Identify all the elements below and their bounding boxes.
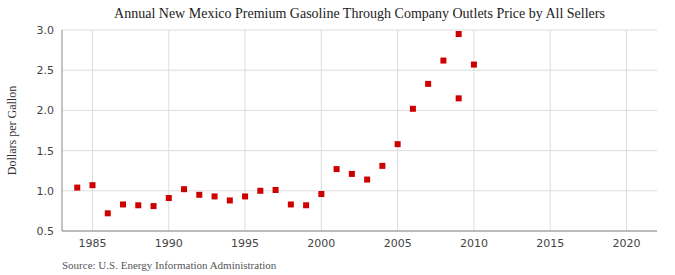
grid-line [62,110,657,111]
x-axis-line [62,231,657,232]
title: Annual New Mexico Premium Gasoline Throu… [114,6,605,21]
point [166,195,172,201]
point [334,166,340,172]
y-tick-label: 0.5 [37,225,55,238]
point [212,193,218,199]
grid [62,30,657,231]
axes: 0.5 1.0 1.5 2.0 2.5 3.0 1985 1990 1995 2000 2005 20… [37,24,658,250]
point [456,31,462,37]
point [425,81,431,87]
point [410,106,416,112]
y-tick-label: 2.5 [37,64,55,77]
source: Source: U.S. Energy Information Administ… [62,259,277,271]
point [440,58,446,64]
point [151,203,157,209]
grid-line [321,30,322,231]
point [318,191,324,197]
point [273,187,279,193]
point [349,171,355,177]
grid-line [550,30,551,231]
x-tick-label: 1985 [79,237,107,250]
y-tick-label: 1.0 [37,185,55,198]
grid-line [92,30,93,231]
x-tick-label: 1995 [231,237,259,250]
x-tick-label: 2010 [460,237,488,250]
grid-line [397,30,398,231]
grid-line [62,231,657,232]
point [303,202,309,208]
chart: Annual New Mexico Premium Gasoline Throu… [0,0,675,275]
grid-line [62,30,657,31]
y-axis-line [62,30,63,231]
point [227,197,233,203]
x-tick-label: 2000 [307,237,335,250]
grid-line [626,30,627,231]
y-tick-label: 2.0 [37,104,55,117]
point [74,185,80,191]
x-tick-label: 2005 [384,237,412,250]
point [257,188,263,194]
point [242,193,248,199]
point [288,201,294,207]
y-axis-label: Dollars per Gallon [5,86,19,175]
point [181,186,187,192]
grid-line [245,30,246,231]
points [74,31,477,216]
point [364,177,370,183]
y-tick-label: 1.5 [37,145,55,158]
point [135,202,141,208]
point [90,182,96,188]
point [471,62,477,68]
y-tick-label: 3.0 [37,24,55,37]
point [379,163,385,169]
x-tick-label: 2015 [536,237,564,250]
point [120,201,126,207]
grid-line [62,70,657,71]
x-tick-label: 1990 [155,237,183,250]
point [196,192,202,198]
grid-line [62,150,657,151]
point [105,210,111,216]
point [395,141,401,147]
point [456,95,462,101]
grid-line [473,30,474,231]
grid-line [62,190,657,191]
x-tick-label: 2020 [612,237,640,250]
